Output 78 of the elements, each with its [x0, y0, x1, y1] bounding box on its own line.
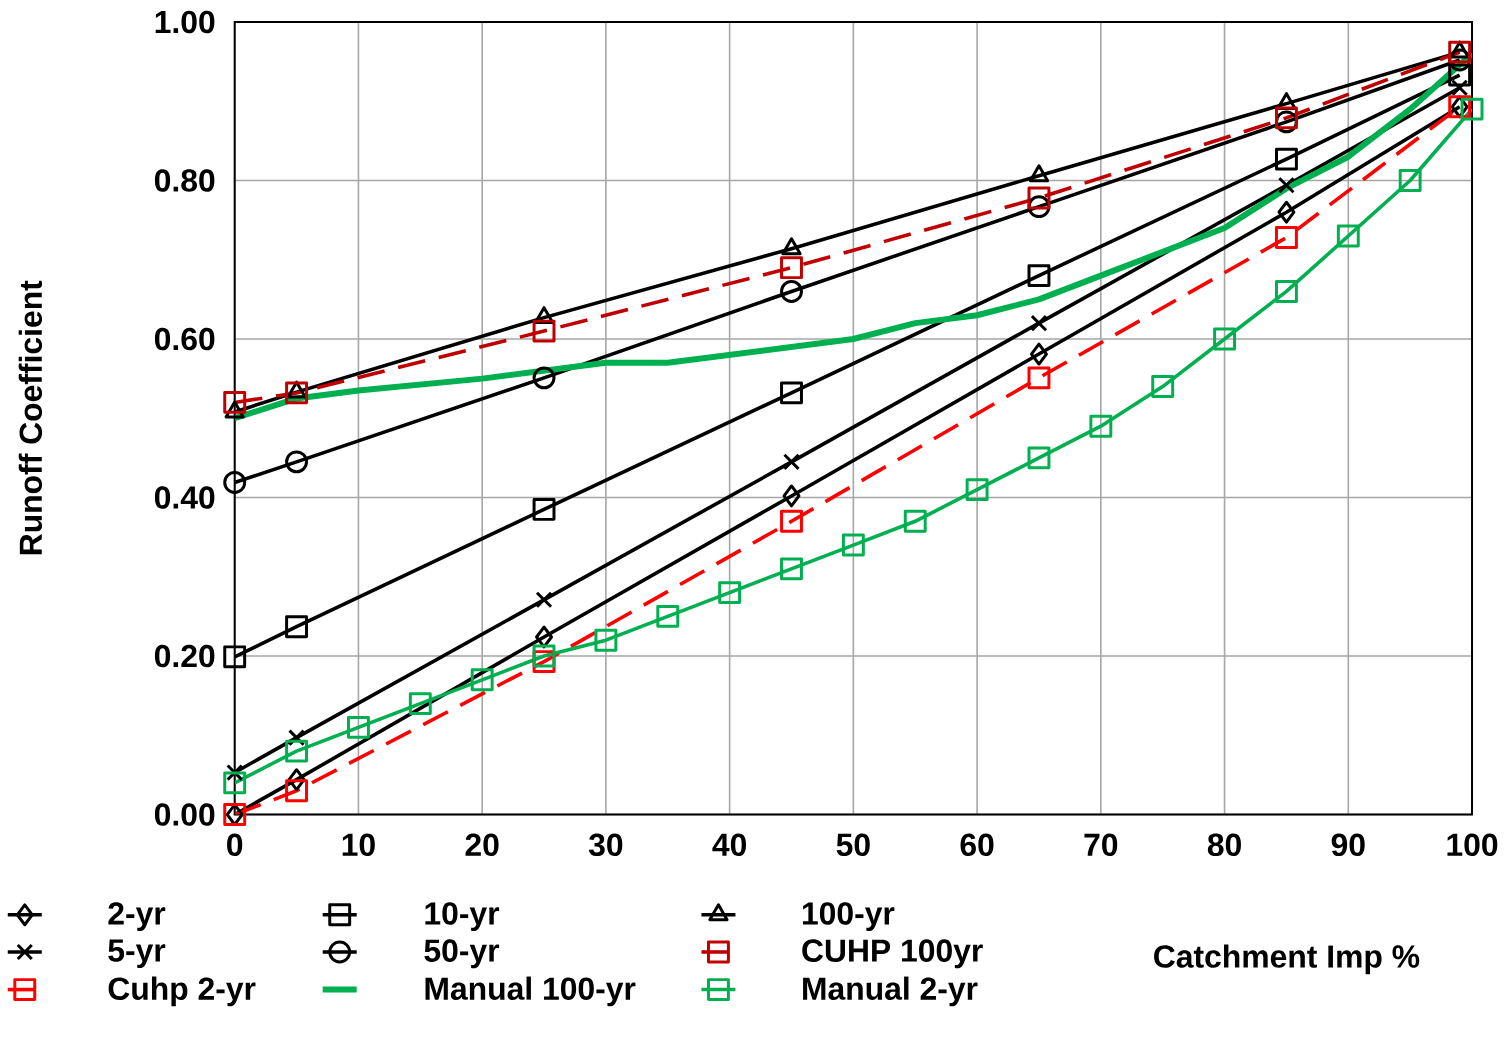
point — [223, 470, 247, 494]
x-axis-title: Catchment Imp % — [1154, 944, 1420, 974]
x-tick-label: 0 — [227, 833, 243, 856]
point — [285, 615, 309, 638]
point — [1398, 168, 1422, 192]
point — [1274, 225, 1298, 249]
point — [346, 715, 370, 739]
legend-label: 10-yr — [425, 901, 500, 931]
point — [1336, 224, 1360, 248]
point — [782, 484, 801, 508]
point — [965, 477, 989, 501]
point — [223, 771, 247, 795]
point — [408, 691, 432, 715]
point — [841, 533, 865, 557]
y-tick-label: 0.60 — [154, 327, 215, 351]
point — [780, 381, 803, 405]
point — [285, 779, 309, 803]
x-tick-label: 20 — [465, 833, 499, 856]
y-tick-label: 0.80 — [154, 169, 215, 192]
x-tick-label: 10 — [342, 833, 375, 856]
point — [780, 557, 803, 581]
point — [1277, 200, 1296, 224]
point — [903, 509, 927, 533]
point — [285, 381, 309, 405]
legend-label: Manual 2-yr — [803, 976, 978, 1007]
x-tick-label: 80 — [1207, 833, 1241, 856]
legend-label: 5-yr — [108, 939, 166, 968]
legend-label: 100-yr — [802, 901, 895, 931]
point — [1213, 327, 1237, 351]
point — [1274, 147, 1298, 171]
point — [1027, 446, 1051, 470]
point — [285, 450, 309, 474]
x-tick-label: 70 — [1084, 833, 1118, 856]
point — [1030, 342, 1048, 366]
point — [656, 604, 680, 628]
point — [1274, 279, 1298, 303]
legend-label: Cuhp 2-yr — [108, 976, 256, 1007]
point — [1030, 314, 1048, 332]
legend-label: CUHP 100yr — [802, 939, 983, 969]
y-tick-label: 1.00 — [155, 10, 215, 34]
y-tick-label: 0.20 — [154, 644, 215, 668]
point — [780, 256, 803, 279]
point — [782, 453, 801, 471]
point — [470, 668, 494, 692]
point — [1451, 79, 1469, 97]
point — [1027, 263, 1051, 287]
point — [532, 497, 556, 521]
point — [532, 366, 556, 390]
point — [1448, 63, 1472, 87]
point — [223, 645, 247, 669]
x-tick-label: 90 — [1331, 833, 1365, 856]
point — [285, 739, 309, 763]
point — [1027, 366, 1051, 390]
point — [594, 628, 618, 652]
y-tick-label: 0.00 — [154, 803, 215, 826]
point — [1089, 414, 1113, 438]
point — [532, 644, 556, 668]
y-tick-label: 0.40 — [154, 486, 215, 509]
point — [1151, 374, 1175, 398]
point — [1027, 186, 1051, 210]
point — [1448, 40, 1472, 64]
point — [1460, 97, 1484, 121]
point — [223, 390, 247, 414]
point — [780, 509, 803, 533]
legend-label: 2-yr — [108, 901, 166, 931]
point — [1277, 176, 1295, 194]
x-tick-label: 60 — [960, 833, 994, 856]
point — [532, 319, 556, 343]
point — [780, 279, 803, 303]
x-tick-label: 100 — [1447, 833, 1498, 856]
x-tick-label: 50 — [836, 833, 870, 856]
point — [718, 580, 742, 604]
point — [535, 591, 553, 609]
legend-label: Manual 100-yr — [425, 976, 636, 1007]
x-tick-label: 30 — [588, 833, 623, 856]
x-tick-label: 40 — [712, 833, 747, 856]
y-axis-title: Runoff Coefficient — [18, 280, 43, 554]
legend-label: 50-yr — [424, 939, 500, 969]
